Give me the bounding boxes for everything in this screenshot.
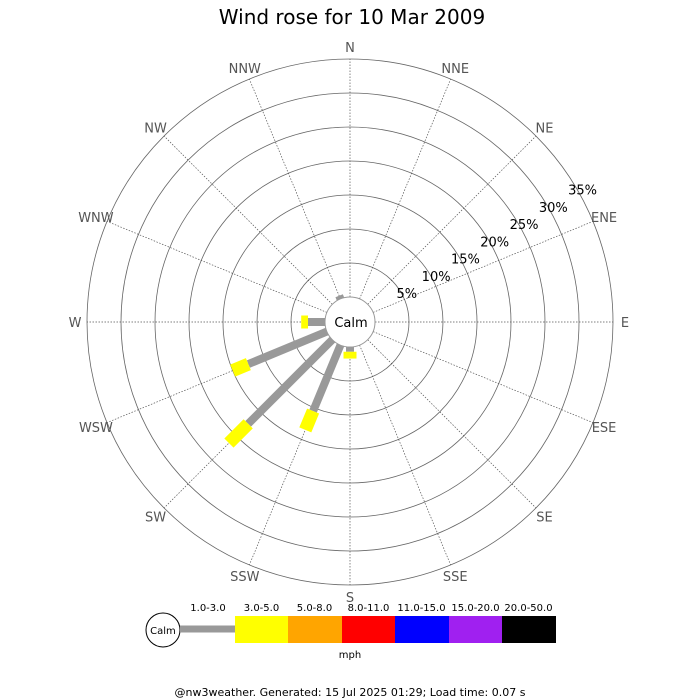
bar-nnw-1.0-3.0 — [335, 294, 345, 301]
legend-swatch-11.0-15.0 — [395, 616, 449, 643]
legend-swatch-15.0-20.0 — [449, 616, 503, 643]
direction-label-w: W — [69, 316, 82, 331]
footer-text: @nw3weather. Generated: 15 Jul 2025 01:2… — [175, 686, 526, 699]
legend-swatch-8.0-11.0 — [342, 616, 396, 643]
direction-label-ssw: SSW — [230, 570, 260, 585]
percent-label: 35% — [568, 184, 597, 199]
chart-title: Wind rose for 10 Mar 2009 — [219, 5, 485, 29]
legend-label-15.0-20.0: 15.0-20.0 — [451, 603, 499, 614]
legend-calm-label: Calm — [150, 626, 176, 637]
percent-label: 5% — [397, 287, 418, 302]
direction-label-sw: SW — [145, 510, 166, 525]
direction-label-wnw: WNW — [78, 211, 114, 226]
legend-unit: mph — [339, 650, 361, 661]
legend-label-20.0-50.0: 20.0-50.0 — [504, 603, 552, 614]
bar-wsw-3.0-5.0 — [230, 358, 251, 377]
spoke-se — [367, 339, 537, 509]
percent-label: 20% — [480, 235, 509, 250]
direction-label-s: S — [346, 591, 354, 606]
calm-label: Calm — [334, 316, 367, 331]
speed-legend: Calm 1.0-3.0 3.0-5.0 5.0-8.0 8.0-11.0 11.0-1… — [145, 603, 556, 661]
direction-label-wsw: WSW — [79, 421, 113, 436]
spoke-nne — [359, 78, 451, 300]
direction-labels: N NNE NE ENE E ESE SE SSE S SSW SW WSW W WNW NW NNW — [69, 41, 630, 606]
direction-label-n: N — [345, 41, 355, 56]
percent-label: 15% — [451, 253, 480, 268]
direction-label-nw: NW — [144, 122, 167, 137]
bar-ssw-3.0-5.0 — [299, 408, 320, 433]
percent-label: 25% — [510, 218, 539, 233]
bar-ssw-1.0-3.0 — [309, 343, 345, 413]
spoke-ese — [372, 331, 594, 423]
direction-label-ne: NE — [535, 122, 553, 137]
legend-swatch-3.0-5.0 — [235, 616, 289, 643]
direction-label-e: E — [621, 316, 629, 331]
direction-label-se: SE — [536, 510, 552, 525]
direction-spokes — [87, 59, 613, 585]
legend-label-1.0-3.0: 1.0-3.0 — [190, 603, 225, 614]
legend-label-11.0-15.0: 11.0-15.0 — [397, 603, 445, 614]
spoke-nnw — [249, 78, 341, 300]
spoke-sse — [359, 344, 451, 566]
direction-label-nnw: NNW — [229, 62, 261, 77]
percent-label: 30% — [539, 201, 568, 216]
legend-swatch-5.0-8.0 — [288, 616, 342, 643]
spoke-nw — [163, 135, 333, 305]
percent-label: 10% — [422, 270, 451, 285]
legend-label-8.0-11.0: 8.0-11.0 — [348, 603, 390, 614]
direction-label-nne: NNE — [441, 62, 469, 77]
grid-ring — [154, 126, 546, 518]
legend-label-3.0-5.0: 3.0-5.0 — [244, 603, 279, 614]
calm-circle: Calm — [324, 296, 376, 348]
spoke-ene — [372, 221, 594, 313]
bar-sw-1.0-3.0 — [245, 336, 336, 427]
spoke-ne — [367, 135, 537, 305]
bar-sw-3.0-5.0 — [224, 419, 253, 448]
direction-label-ese: ESE — [592, 421, 617, 436]
calm-ring — [324, 296, 376, 348]
bar-wsw-1.0-3.0 — [246, 327, 329, 368]
legend-label-5.0-8.0: 5.0-8.0 — [297, 603, 332, 614]
wind-bars — [224, 294, 357, 448]
direction-label-ene: ENE — [591, 211, 617, 226]
percent-labels: 5% 10%15%20%25%30%35% — [397, 184, 598, 303]
spoke-wnw — [106, 221, 328, 313]
direction-label-sse: SSE — [443, 570, 468, 585]
legend-swatch-20.0-50.0 — [502, 616, 556, 643]
grid-ring — [256, 228, 444, 416]
